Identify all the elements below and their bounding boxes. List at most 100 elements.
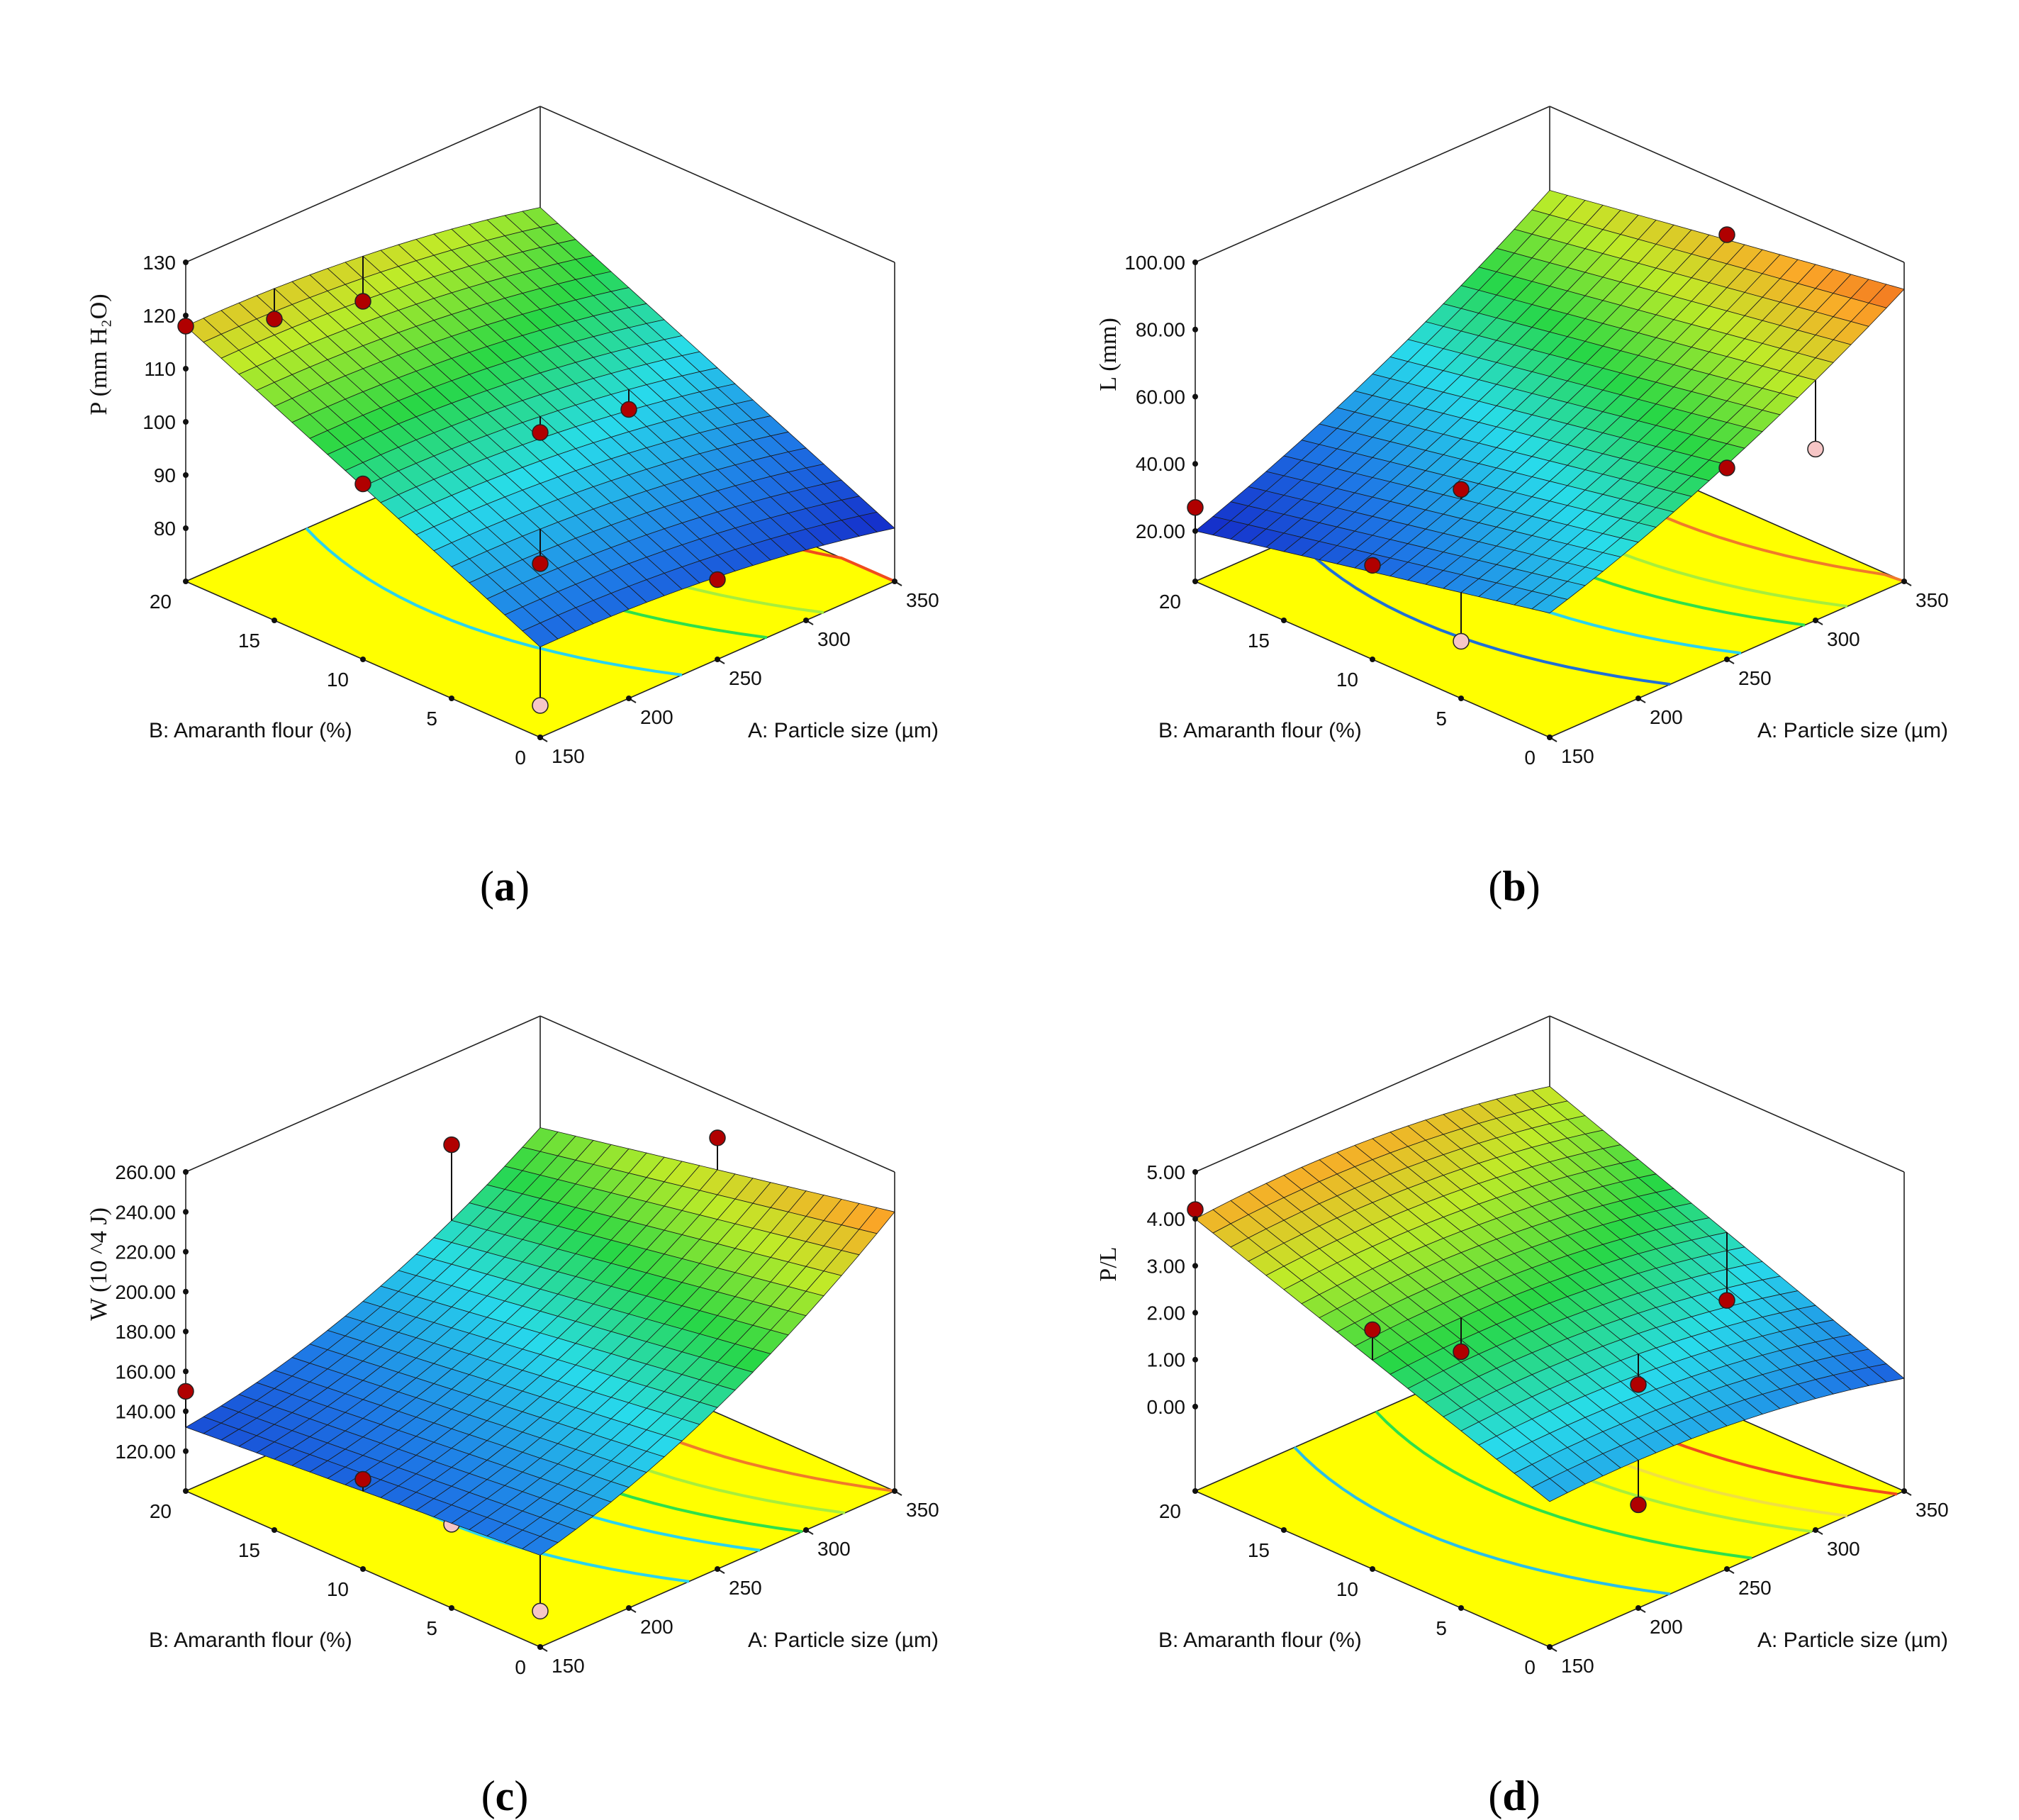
- z-tick-dot: [1192, 1216, 1198, 1222]
- y-tick-label: 0: [1524, 1656, 1536, 1678]
- y-tick-label: 5: [1436, 708, 1447, 730]
- z-tick-dot: [183, 1329, 189, 1334]
- frame-back-top-right: [1549, 106, 1905, 263]
- panel-d: (d) 150 200 250 300 350 0 5 10 15 20 0.00 1.00 2.00 3…: [1010, 910, 2019, 1819]
- x-tick-label: 150: [1561, 745, 1594, 767]
- x-tick-dot: [626, 696, 632, 701]
- y-tick-dot: [1281, 618, 1287, 623]
- design-point-above: [1630, 1376, 1647, 1393]
- y-tick-label: 10: [327, 1578, 349, 1600]
- contour-line: [1375, 1410, 1752, 1560]
- z-tick-label: 0.00: [1147, 1396, 1186, 1418]
- frame-back-top-left: [185, 1015, 541, 1173]
- x-tick-dot: [1901, 579, 1907, 584]
- y-tick-dot: [449, 696, 454, 701]
- surface-cell: [522, 623, 559, 647]
- x-tick-dot: [626, 1605, 632, 1611]
- y-tick-dot: [1458, 696, 1464, 701]
- z-tick-label: 140.00: [115, 1401, 176, 1423]
- z-tick-label: 180.00: [115, 1321, 176, 1343]
- x-axis-label: A: Particle size (µm): [748, 719, 939, 742]
- x-tick-label: 200: [640, 706, 673, 728]
- frame-back-top-left: [185, 106, 541, 263]
- chart-c-svg: (c) 150 200 250 300 350 0 5 10 15 20 120.00 140.00 1…: [86, 1015, 939, 1819]
- design-point-above: [354, 1470, 371, 1488]
- z-tick-dot: [183, 525, 189, 531]
- z-tick-label: 60.00: [1136, 386, 1185, 408]
- y-tick-label: 5: [426, 1617, 437, 1639]
- y-tick-label: 20: [150, 1500, 172, 1522]
- design-point-above: [620, 401, 637, 418]
- y-tick-label: 15: [238, 1539, 260, 1561]
- y-tick-label: 20: [1159, 591, 1181, 613]
- design-point-above: [709, 571, 726, 588]
- y-tick-label: 20: [1159, 1500, 1181, 1522]
- y-tick-dot: [1192, 579, 1198, 584]
- design-point-above: [1453, 1343, 1470, 1361]
- x-tick-label: 250: [729, 667, 762, 689]
- frame-back-top-right: [539, 1015, 895, 1173]
- z-tick-label: 4.00: [1147, 1208, 1186, 1230]
- design-point-above: [709, 1129, 726, 1146]
- x-tick-dot: [803, 618, 809, 623]
- y-axis-label: B: Amaranth flour (%): [149, 719, 352, 742]
- y-tick-dot: [183, 1488, 189, 1494]
- y-tick-dot: [360, 657, 366, 662]
- z-tick-label: 100: [142, 411, 176, 433]
- y-tick-dot: [449, 1605, 454, 1611]
- z-tick-dot: [1192, 326, 1198, 333]
- z-axis-label: P/L: [1095, 1246, 1122, 1281]
- y-tick-dot: [272, 1527, 277, 1533]
- x-tick-dot: [1813, 1527, 1818, 1533]
- y-tick-dot: [1192, 1488, 1198, 1494]
- z-tick-dot: [183, 1408, 189, 1414]
- z-tick-dot: [183, 259, 189, 265]
- y-tick-label: 0: [1524, 747, 1536, 769]
- x-tick-label: 200: [1650, 1616, 1683, 1638]
- y-axis-label: B: Amaranth flour (%): [1158, 719, 1362, 742]
- design-point-above: [1187, 499, 1204, 516]
- design-point-above: [177, 1383, 194, 1400]
- z-tick-dot: [1192, 461, 1198, 467]
- contour-line: [1293, 1446, 1671, 1596]
- y-tick-dot: [1547, 735, 1553, 740]
- surface-cell: [1531, 595, 1568, 614]
- frame-back-top-left: [1195, 106, 1550, 263]
- z-tick-label: 110: [144, 358, 176, 380]
- caption-c-letter: c: [496, 1772, 515, 1819]
- x-tick-dot: [1901, 1488, 1907, 1494]
- x-tick-label: 300: [1827, 1538, 1860, 1560]
- x-tick-dot: [715, 1566, 720, 1572]
- y-tick-dot: [1370, 657, 1375, 662]
- x-tick-dot: [1813, 618, 1818, 623]
- y-tick-dot: [272, 618, 277, 623]
- frame-back-top-right: [539, 106, 895, 263]
- x-tick-dot: [1724, 1566, 1730, 1572]
- z-tick-dot: [183, 1169, 189, 1175]
- design-point-above: [1718, 1292, 1735, 1309]
- design-point-below: [1453, 632, 1470, 650]
- x-tick-label: 250: [729, 1577, 762, 1599]
- z-tick-dot: [1192, 527, 1198, 534]
- y-tick-dot: [1458, 1605, 1464, 1611]
- chart-d-svg: (d) 150 200 250 300 350 0 5 10 15 20 0.00 1.00 2.00 3…: [1095, 1015, 1949, 1819]
- y-tick-label: 15: [238, 630, 260, 652]
- x-tick-label: 200: [1650, 706, 1683, 728]
- caption-b-letter: b: [1502, 863, 1526, 910]
- z-axis-label: P (mm H₂O): [86, 294, 112, 415]
- chart-a-svg: (a) 150 200 250 300 350 0 5 10 15 20 80 90 100 110 120…: [86, 106, 939, 910]
- z-axis-label: L (mm): [1095, 318, 1122, 391]
- y-tick-label: 10: [1336, 669, 1358, 691]
- z-tick-dot: [183, 1448, 189, 1454]
- panel-a: (a) 150 200 250 300 350 0 5 10 15 20 80 90 100 110 120…: [0, 0, 1010, 910]
- z-tick-dot: [183, 472, 189, 478]
- y-tick-label: 5: [1436, 1617, 1447, 1639]
- x-tick-label: 350: [1915, 1499, 1949, 1521]
- y-tick-dot: [537, 735, 543, 740]
- x-axis-label: A: Particle size (µm): [748, 1629, 939, 1652]
- z-tick-label: 260.00: [115, 1161, 176, 1183]
- caption-d-letter: d: [1502, 1772, 1526, 1819]
- z-tick-label: 1.00: [1147, 1349, 1186, 1371]
- x-tick-label: 300: [817, 628, 851, 650]
- z-tick-label: 20.00: [1136, 520, 1185, 542]
